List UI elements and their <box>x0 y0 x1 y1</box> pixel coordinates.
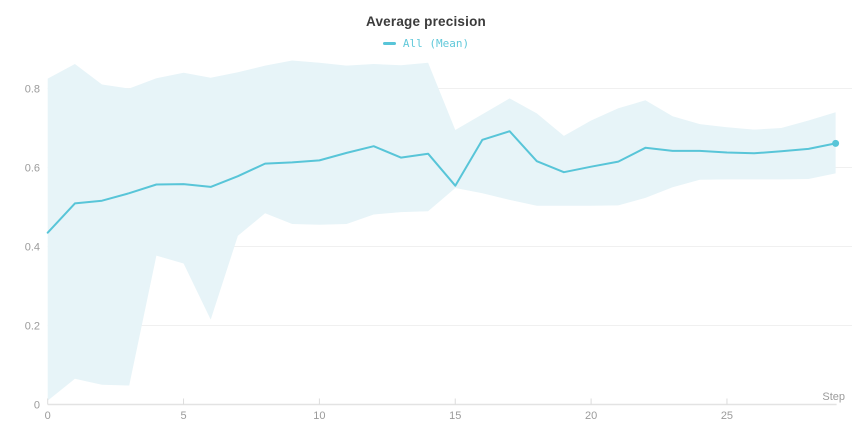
x-axis-label-step: Step <box>822 391 845 403</box>
legend-item-all-mean[interactable]: All (Mean) <box>382 37 470 50</box>
x-tick-label-5: 5 <box>180 410 186 422</box>
legend: All (Mean) <box>0 35 852 50</box>
legend-line-icon <box>382 42 396 45</box>
y-tick-label-0.2: 0.2 <box>25 321 40 333</box>
legend-label: All (Mean) <box>402 37 470 50</box>
last-point-marker <box>832 139 840 147</box>
y-tick-label-0: 0 <box>34 400 40 412</box>
y-tick-label-0.4: 0.4 <box>25 242 40 254</box>
mean-line <box>46 130 837 234</box>
minmax-band <box>47 60 836 401</box>
chart-title: Average precision <box>366 14 486 29</box>
x-tick-label-15: 15 <box>449 410 461 422</box>
x-tick-label-25: 25 <box>721 410 733 422</box>
y-tick-label-0.8: 0.8 <box>25 84 40 96</box>
y-tick-label-0.6: 0.6 <box>25 163 40 175</box>
x-tick-label-0: 0 <box>45 410 51 422</box>
x-tick-label-20: 20 <box>585 410 597 422</box>
x-tick-label-10: 10 <box>313 410 325 422</box>
